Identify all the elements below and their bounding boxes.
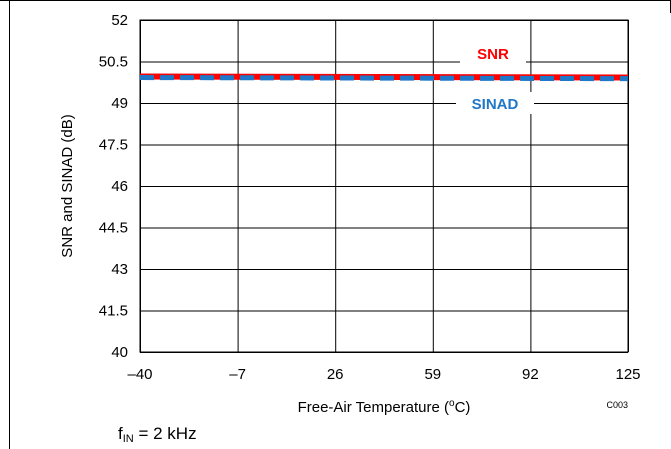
x-tick-label: 92: [522, 366, 539, 383]
x-axis-title-degree: o: [449, 398, 455, 409]
x-axis-title-unit: C): [455, 399, 471, 416]
frame-left-border: [9, 0, 10, 449]
x-tick-label: –7: [229, 366, 246, 383]
y-tick-label: 46: [111, 178, 128, 195]
snr-label-box: [460, 42, 526, 64]
y-tick-label: 44.5: [99, 220, 128, 237]
y-axis-title: SNR and SINAD (dB): [59, 114, 76, 257]
x-axis-title: Free-Air Temperature (oC): [298, 398, 471, 416]
frame-top-border: [0, 0, 671, 1]
note-f: f: [118, 424, 123, 443]
y-tick-label: 43: [111, 261, 128, 278]
x-tick-label: 125: [615, 366, 640, 383]
x-tick-label: –40: [127, 366, 152, 383]
x-tick-label: 59: [424, 366, 441, 383]
y-tick-label: 52: [111, 12, 128, 29]
y-tick-label: 40: [111, 344, 128, 361]
y-tick-label: 50.5: [99, 54, 128, 71]
note-subscript: IN: [122, 433, 134, 445]
note-value: = 2 kHz: [133, 424, 197, 443]
y-tick-label: 41.5: [99, 303, 128, 320]
x-tick-label: 26: [327, 366, 344, 383]
x-axis-title-main: Free-Air Temperature (: [298, 399, 449, 416]
y-tick-label: 49: [111, 95, 128, 112]
input-frequency-note: fIN = 2 kHz: [118, 424, 197, 445]
snr-series-label: SNR: [477, 46, 509, 63]
sinad-label-box: [456, 92, 534, 114]
figure-code-label: C003: [606, 400, 628, 410]
sinad-series-line: [139, 75, 629, 82]
y-tick-label: 47.5: [99, 137, 128, 154]
sinad-series-label: SINAD: [472, 96, 519, 113]
